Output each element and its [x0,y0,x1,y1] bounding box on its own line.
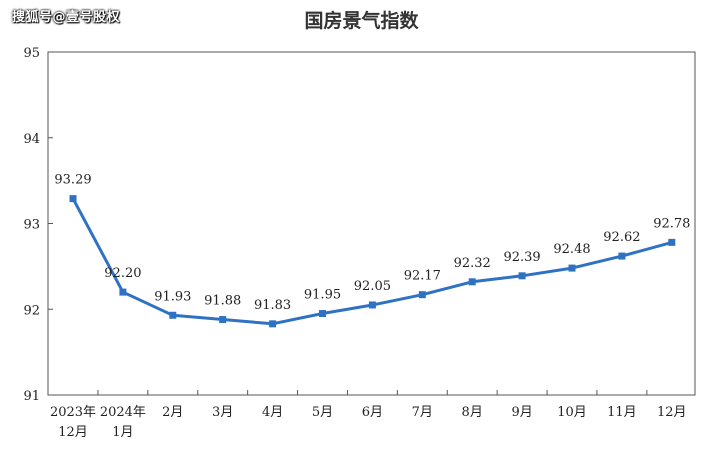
x-tick-label: 5月 [312,405,333,420]
y-tick-label: 91 [23,389,40,404]
watermark: 搜狐号@壹号股权 [12,10,121,25]
data-point [368,301,376,309]
plot-frame [47,51,696,396]
data-label: 91.88 [204,294,241,309]
y-tick-label: 93 [23,218,40,233]
data-point [518,272,526,280]
data-point [219,316,227,324]
y-axis: 91 92 93 94 95 [23,46,53,404]
x-tick-label: 12月 [657,405,687,420]
x-axis: 2023年 12月 2024年 1月 2月 3月 4月 5月 6月 7月 8月 9月 10月 11月 12月 [50,390,687,440]
x-tick-label: 6月 [362,405,383,420]
series-markers [69,195,676,328]
data-labels: 93.29 92.20 91.93 91.88 91.83 91.95 92.05 92.17… [54,173,690,313]
x-tick-label: 1月 [112,425,133,440]
x-tick-label: 2023年 [50,405,96,420]
data-label: 92.78 [653,216,690,231]
y-tick-label: 94 [23,132,40,147]
data-point [418,291,426,299]
data-label: 92.39 [503,250,540,265]
y-tick-label: 92 [23,303,40,318]
x-tick-label: 2月 [162,405,183,420]
data-point [169,311,177,319]
x-tick-label: 7月 [412,405,433,420]
x-tick-label: 8月 [462,405,483,420]
data-point [119,288,127,296]
x-tick-label: 12月 [58,425,88,440]
x-tick-label: 3月 [212,405,233,420]
x-tick-label: 11月 [607,405,637,420]
data-label: 92.62 [603,230,640,245]
data-label: 93.29 [54,173,91,188]
x-tick-label: 9月 [511,405,532,420]
data-label: 92.48 [553,242,590,257]
chart-title: 国房景气指数 [304,10,419,32]
data-label: 92.32 [454,256,491,271]
data-label: 91.83 [254,298,291,313]
x-tick-label: 2024年 [100,405,146,420]
x-tick-label: 10月 [557,405,587,420]
data-label: 92.20 [104,266,141,281]
data-point [618,252,626,260]
data-point [568,264,576,272]
data-point [269,320,277,328]
data-label: 92.17 [404,269,441,284]
y-tick-label: 95 [23,46,40,61]
data-point [468,278,476,286]
data-label: 92.05 [354,279,391,294]
data-label: 91.95 [304,288,341,303]
x-tick-label: 4月 [262,405,283,420]
data-point [668,238,676,246]
data-point [319,310,326,318]
data-point [69,195,77,203]
data-label: 91.93 [154,289,191,304]
